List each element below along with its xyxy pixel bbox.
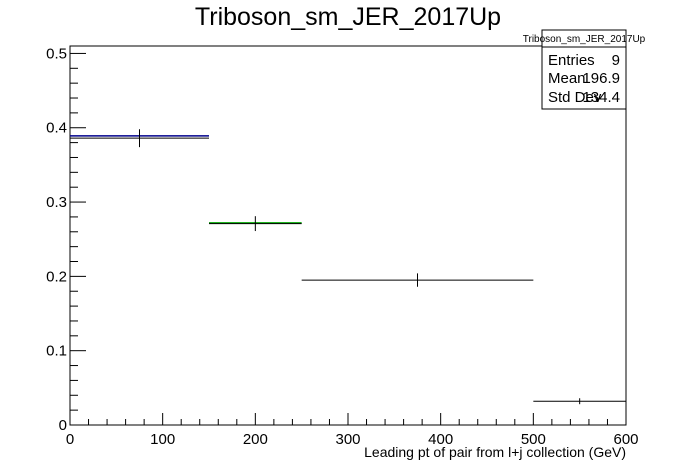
stats-box-title: Triboson_sm_JER_2017Up bbox=[523, 34, 646, 45]
stats-entries-label: Entries bbox=[548, 52, 595, 69]
axis-tick-labels: 0 100 200 300 400 500 600 0 0.1 0.2 0.3 0.4 0.5 bbox=[46, 45, 638, 448]
x-tick-label: 200 bbox=[243, 431, 268, 448]
histogram-bins bbox=[70, 129, 626, 405]
stats-mean-label: Mean bbox=[548, 70, 586, 87]
stats-entries-value: 9 bbox=[612, 52, 620, 69]
x-tick-label: 400 bbox=[428, 431, 453, 448]
histogram-bin bbox=[70, 129, 209, 148]
stats-box-frame bbox=[541, 29, 627, 110]
axis-ticks bbox=[69, 52, 627, 426]
stats-mean-value: 196.9 bbox=[582, 70, 620, 87]
chart-title: Triboson_sm_JER_2017Up bbox=[195, 3, 501, 31]
stats-stddev-label: Std Dev bbox=[548, 89, 602, 106]
y-tick-label: 0 bbox=[59, 417, 67, 434]
overlay-lines bbox=[70, 135, 302, 224]
y-tick-label: 0.3 bbox=[46, 194, 67, 211]
x-tick-label: 0 bbox=[66, 431, 74, 448]
x-tick-label: 500 bbox=[521, 431, 546, 448]
x-tick-label: 300 bbox=[335, 431, 360, 448]
stats-stddev-value: 134.4 bbox=[582, 89, 620, 106]
y-tick-label: 0.2 bbox=[46, 268, 67, 285]
histogram-bin bbox=[209, 216, 302, 232]
x-tick-label: 100 bbox=[150, 431, 175, 448]
stats-box: Triboson_sm_JER_2017Up Entries 9 Mean 19… bbox=[523, 29, 646, 110]
y-tick-label: 0.5 bbox=[46, 45, 67, 62]
y-tick-label: 0.1 bbox=[46, 343, 67, 360]
x-tick-label: 600 bbox=[613, 431, 638, 448]
histogram-bin bbox=[301, 273, 534, 287]
x-axis-label: Leading pt of pair from l+j collection (… bbox=[364, 444, 626, 460]
y-tick-label: 0.4 bbox=[46, 120, 67, 137]
histogram-bin bbox=[533, 398, 626, 405]
